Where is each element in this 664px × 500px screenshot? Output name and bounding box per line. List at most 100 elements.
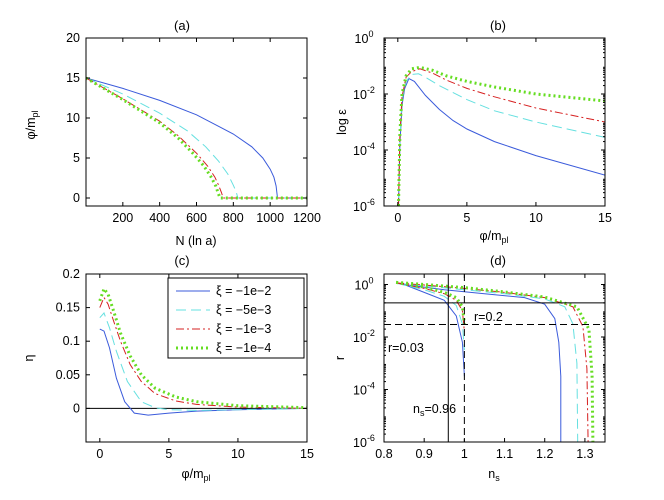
- panel-d-annotation-ns-main: n: [413, 402, 420, 416]
- series-line: [396, 282, 589, 442]
- x-tick-label: 10: [529, 211, 543, 225]
- panel-b-xlabel-sub: pl: [501, 235, 508, 245]
- y-tick-label: 5: [73, 151, 80, 165]
- series-line: [404, 284, 562, 442]
- panel-a-ylabel-main: φ/m: [24, 118, 38, 140]
- series-line: [395, 280, 466, 325]
- x-tick-label: 15: [598, 211, 612, 225]
- y-tick-label: 0.2: [63, 267, 80, 281]
- panel-d-xlabel: ns: [488, 467, 500, 483]
- panel-b-axes-frame: [383, 37, 606, 207]
- series-line: [86, 77, 307, 199]
- x-tick-label: 15: [300, 447, 314, 461]
- panel-c-xlabel: φ/mpl: [181, 467, 210, 483]
- y-tick-label: 10-6: [353, 197, 375, 214]
- series-line: [403, 284, 465, 377]
- panel-d-annotation-r-high: r=0.2: [474, 310, 503, 324]
- panel-b-ylabel: log ε: [335, 109, 349, 135]
- y-tick-label: 100: [355, 276, 374, 293]
- x-tick-label: 5: [165, 447, 172, 461]
- x-tick-label: 0.9: [415, 447, 432, 461]
- x-tick-label: 600: [186, 211, 207, 225]
- x-tick-label: 400: [149, 211, 170, 225]
- panel-a-ylabel: φ/mpl: [24, 110, 40, 139]
- x-tick-label: 5: [463, 211, 470, 225]
- series-line: [86, 77, 307, 199]
- panel-d-ticks: 0.8 0.9 1 1.1 1.2 1.3 10-6 10-4 10-2 100: [353, 274, 605, 461]
- y-tick-label: 0.05: [56, 368, 80, 382]
- series-line: [396, 282, 465, 332]
- series-line: [398, 73, 605, 206]
- series-line: [86, 77, 307, 199]
- panel-d-title: (d): [490, 253, 506, 268]
- panel-d-axes-frame: [383, 273, 606, 443]
- series-line: [98, 285, 307, 410]
- y-tick-label: 20: [66, 31, 80, 45]
- panel-d-xlabel-main: n: [488, 467, 495, 481]
- panel-c-legend: ξ = −1e−2 ξ = −5e−3 ξ = −1e−3 ξ = −1e−4: [167, 277, 305, 359]
- panel-c-axes-frame: [85, 273, 308, 443]
- y-tick-label: 0.1: [63, 334, 80, 348]
- panel-a-ylabel-sub: pl: [30, 110, 40, 117]
- panel-c-ylabel: η: [22, 354, 36, 361]
- panel-d-annotation-ns: ns=0.96: [413, 402, 456, 418]
- panel-a: (a) 200 400 600 800 1000 1200 0 5 10 15 20 N (ln a…: [24, 18, 321, 248]
- panel-c-xlabel-sub: pl: [203, 473, 210, 483]
- panel-b-xlabel: φ/mpl: [479, 229, 508, 245]
- panel-d-series: [395, 280, 595, 442]
- series-line: [395, 280, 595, 442]
- panel-d-reference-lines: [384, 274, 605, 442]
- y-tick-label: 0: [73, 191, 80, 205]
- x-tick-label: 200: [112, 211, 133, 225]
- x-tick-label: 1.2: [536, 447, 553, 461]
- panel-c-title: (c): [174, 253, 189, 268]
- x-tick-label: 0: [394, 211, 401, 225]
- x-tick-label: 1000: [256, 211, 284, 225]
- x-tick-label: 1200: [293, 211, 321, 225]
- series-line: [396, 282, 579, 442]
- x-tick-label: 1.1: [496, 447, 513, 461]
- legend-label: ξ = −5e−3: [216, 303, 271, 317]
- panel-d-annotation-ns-value: =0.96: [424, 402, 456, 416]
- y-tick-label: 10-2: [353, 85, 375, 102]
- series-line: [86, 76, 307, 200]
- x-tick-label: 1.3: [576, 447, 593, 461]
- legend-label: ξ = −1e−2: [216, 284, 271, 298]
- panel-c-xlabel-main: φ/m: [181, 467, 203, 481]
- x-tick-label: 0: [96, 447, 103, 461]
- x-tick-label: 0.8: [375, 447, 392, 461]
- legend-label: ξ = −1e−4: [216, 341, 271, 355]
- y-tick-label: 10-6: [353, 433, 375, 450]
- series-line: [398, 68, 605, 206]
- y-tick-label: 0: [73, 401, 80, 415]
- series-line: [397, 65, 605, 206]
- panel-d-xlabel-sub: s: [495, 473, 500, 483]
- x-tick-label: 1: [461, 447, 468, 461]
- panel-c-series: [86, 285, 307, 416]
- y-tick-label: 10-2: [353, 328, 375, 345]
- panel-a-title: (a): [174, 18, 190, 33]
- series-line: [99, 296, 307, 409]
- panel-a-ticks: 200 400 600 800 1000 1200 0 5 10 15 20: [66, 31, 321, 225]
- legend-label: ξ = −1e−3: [216, 322, 271, 336]
- panel-d: (d) 0.8 0.9 1 1.1 1.2 1.3 10-6 10-4 10-2 100 r=0.…: [333, 253, 606, 483]
- panel-a-xlabel: N (ln a): [176, 234, 217, 248]
- y-tick-label: 100: [355, 29, 374, 46]
- y-tick-label: 15: [66, 71, 80, 85]
- panel-d-annotation-r-low: r=0.03: [388, 341, 424, 355]
- y-tick-label: 10-4: [353, 141, 375, 158]
- y-tick-label: 10: [66, 111, 80, 125]
- y-tick-label: 0.15: [56, 301, 80, 315]
- panel-b-series: [397, 65, 605, 206]
- x-tick-label: 10: [231, 447, 245, 461]
- y-tick-label: 10-4: [353, 381, 375, 398]
- panel-b-title: (b): [490, 18, 506, 33]
- series-line: [99, 312, 307, 411]
- panel-b-ticks: 0 5 10 15 10-6 10-4 10-2 100: [353, 29, 612, 225]
- x-tick-label: 800: [223, 211, 244, 225]
- panel-b: (b) 0 5 10 15 10-6 10-4 10-2 100 φ/mpl log ε: [335, 18, 612, 245]
- panel-b-xlabel-main: φ/m: [479, 229, 501, 243]
- series-line: [395, 282, 465, 351]
